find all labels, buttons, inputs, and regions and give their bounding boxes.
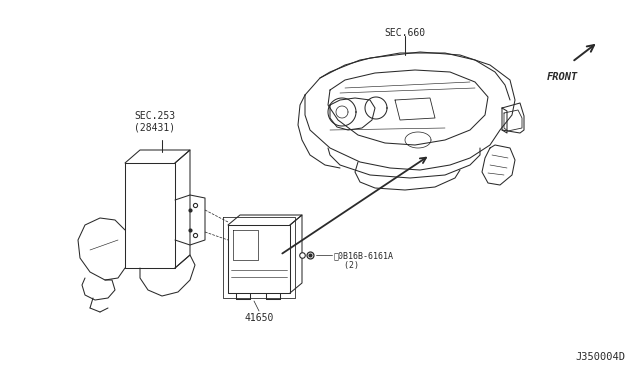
Text: 41650: 41650 <box>244 313 274 323</box>
Text: 0B16B-6161A
  (2): 0B16B-6161A (2) <box>334 251 394 270</box>
Text: FRONT: FRONT <box>547 72 578 82</box>
Text: SEC.660: SEC.660 <box>385 28 426 38</box>
Text: J350004D: J350004D <box>575 352 625 362</box>
Text: SEC.253
(28431): SEC.253 (28431) <box>134 111 175 133</box>
